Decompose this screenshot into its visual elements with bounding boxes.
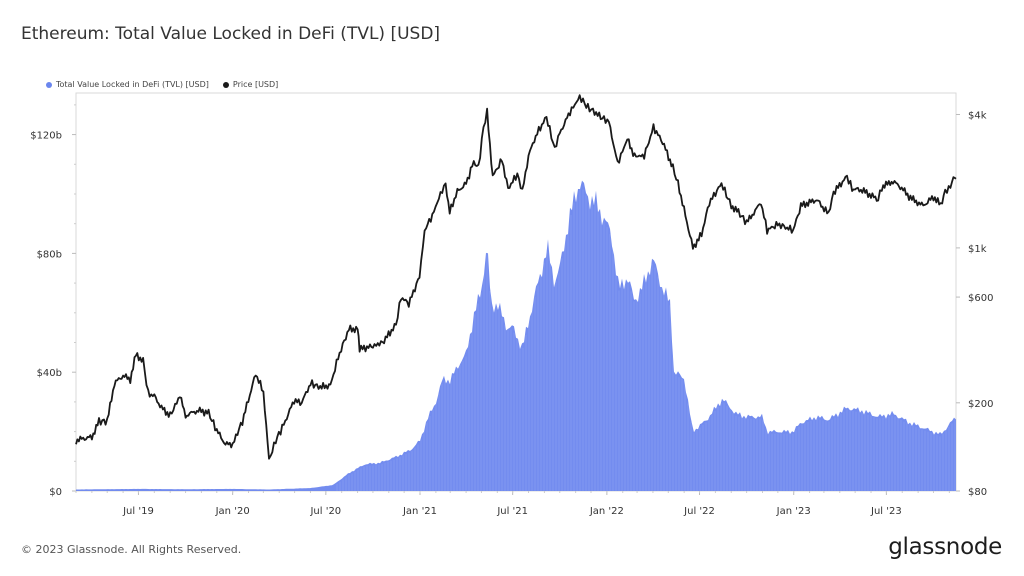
left-axis-tick-label: $40b bbox=[37, 368, 62, 379]
tvl-series bbox=[76, 180, 956, 491]
x-axis-tick-label: Jul '23 bbox=[870, 506, 902, 517]
legend-label-price: Price [USD] bbox=[232, 80, 279, 89]
legend-item-price[interactable]: Price [USD] bbox=[222, 80, 279, 89]
left-axis: $0 $40b $80b $120b bbox=[30, 104, 76, 498]
legend-label-tvl: Total Value Locked in DeFi (TVL) [USD] bbox=[56, 80, 209, 89]
x-axis-tick-label: Jul '20 bbox=[309, 506, 341, 517]
legend-swatch-price bbox=[222, 81, 229, 88]
right-axis-tick-label: $4k bbox=[968, 110, 987, 121]
x-axis-tick-label: Jul '22 bbox=[683, 506, 715, 517]
x-axis-tick-label: Jan '20 bbox=[215, 506, 250, 517]
right-axis-tick-label: $200 bbox=[968, 399, 993, 410]
left-axis-tick-label: $0 bbox=[49, 487, 62, 498]
x-axis-tick-label: Jan '22 bbox=[589, 506, 624, 517]
right-axis-tick-label: $600 bbox=[968, 293, 993, 304]
chart-title: Ethereum: Total Value Locked in DeFi (TV… bbox=[21, 24, 441, 44]
tvl-area bbox=[76, 180, 956, 491]
x-axis-tick-label: Jul '19 bbox=[122, 506, 154, 517]
price-line bbox=[75, 94, 957, 460]
price-series bbox=[75, 94, 957, 460]
x-axis-tick-label: Jan '21 bbox=[402, 506, 437, 517]
x-axis-tick-label: Jul '21 bbox=[496, 506, 528, 517]
copyright-text: © 2023 Glassnode. All Rights Reserved. bbox=[21, 543, 242, 556]
right-axis-tick-label: $1k bbox=[968, 244, 987, 255]
right-axis: $80 $200 $600 $1k $4k bbox=[956, 110, 993, 498]
x-axis: Jul '19 Jan '20 Jul '20 Jan '21 Jul '21 Jan '… bbox=[75, 491, 950, 517]
legend-item-tvl[interactable]: Total Value Locked in DeFi (TVL) [USD] bbox=[46, 80, 209, 89]
right-axis-tick-label: $80 bbox=[968, 487, 987, 498]
chart-legend: Total Value Locked in DeFi (TVL) [USD] P… bbox=[46, 80, 278, 89]
left-axis-tick-label: $120b bbox=[30, 131, 62, 142]
legend-swatch-tvl bbox=[46, 81, 52, 88]
glassnode-logo[interactable]: glassnode bbox=[888, 534, 1002, 560]
left-axis-tick-label: $80b bbox=[37, 249, 62, 260]
x-axis-tick-label: Jan '23 bbox=[776, 506, 811, 517]
